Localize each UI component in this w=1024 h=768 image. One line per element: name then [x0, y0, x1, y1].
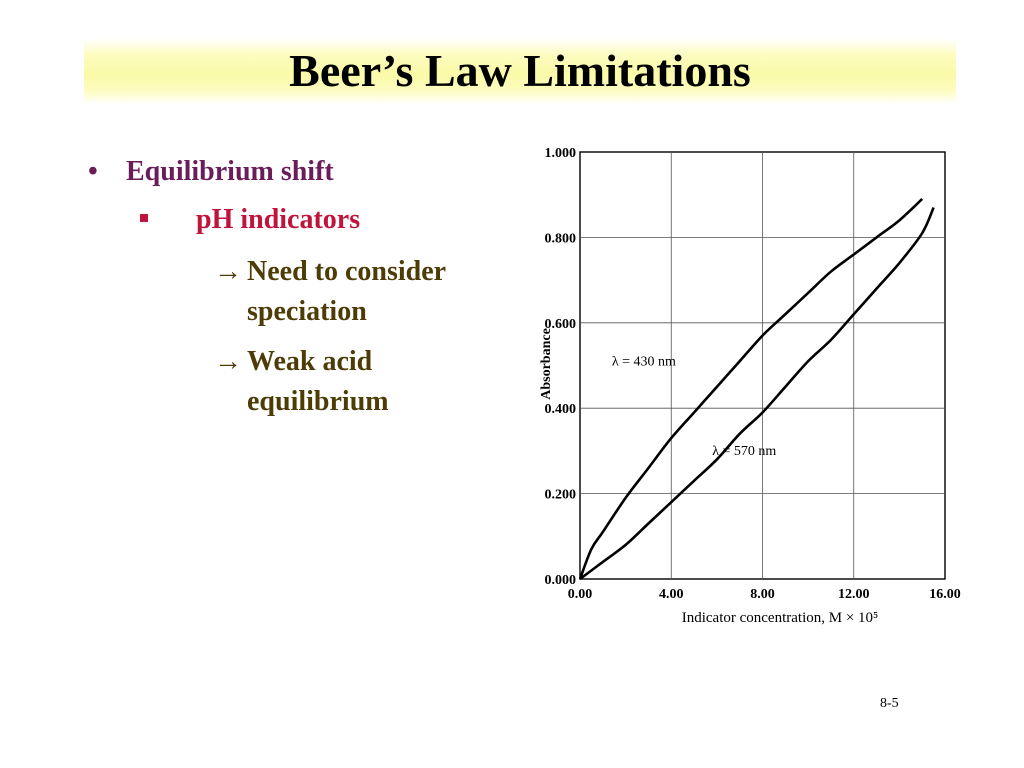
- x-tick-label: 12.00: [838, 587, 870, 602]
- y-axis-label: Absorbance: [539, 328, 554, 400]
- bullet-level3-line: equilibrium: [247, 386, 389, 417]
- x-axis-label: Indicator concentration, M × 10⁵: [682, 610, 879, 626]
- arrow-right-icon: →: [214, 256, 242, 287]
- series-annotation: λ = 430 nm: [612, 355, 676, 370]
- chart-series: [578, 198, 935, 581]
- series-annotation: λ = 570 nm: [712, 444, 776, 459]
- y-tick-label: 0.000: [545, 573, 577, 588]
- y-tick-label: 0.400: [545, 402, 577, 417]
- bullet-level3-line: speciation: [247, 296, 367, 327]
- chart-grid: [579, 151, 946, 580]
- x-tick-label: 0.00: [568, 587, 593, 602]
- chart-annotations: λ = 430 nm λ = 570 nm: [612, 355, 777, 460]
- bullet-level1-text: Equilibrium shift: [126, 156, 334, 187]
- x-tick-label: 8.00: [750, 587, 775, 602]
- slide-title: Beer’s Law Limitations: [289, 45, 751, 96]
- bullet-list: • Equilibrium shift pH indicators → Need…: [88, 156, 447, 417]
- bullet-level3-line: Weak acid: [247, 346, 373, 377]
- absorbance-chart: 0.00 4.00 8.00 12.00 16.00 0.000 0.200 0.400 0.6…: [539, 146, 961, 626]
- arrow-right-icon: →: [214, 346, 242, 377]
- y-tick-label: 0.200: [545, 488, 577, 503]
- bullet-dot-marker: •: [88, 156, 98, 187]
- y-tick-label: 1.000: [545, 146, 577, 161]
- page-number: 8-5: [880, 696, 899, 711]
- y-tick-label: 0.600: [545, 317, 577, 332]
- title-band: [84, 38, 956, 104]
- series-line-570nm: [579, 206, 935, 581]
- x-tick-label: 16.00: [929, 587, 961, 602]
- bullet-level2-text: pH indicators: [196, 204, 361, 235]
- square-bullet-icon: [140, 214, 148, 222]
- bullet-level3-line: Need to consider: [247, 256, 447, 287]
- x-tick-label: 4.00: [659, 587, 684, 602]
- y-tick-label: 0.800: [545, 231, 577, 246]
- series-line-430nm: [578, 198, 924, 580]
- chart-ticks: 0.00 4.00 8.00 12.00 16.00 0.000 0.200 0.400 0.6…: [545, 146, 961, 602]
